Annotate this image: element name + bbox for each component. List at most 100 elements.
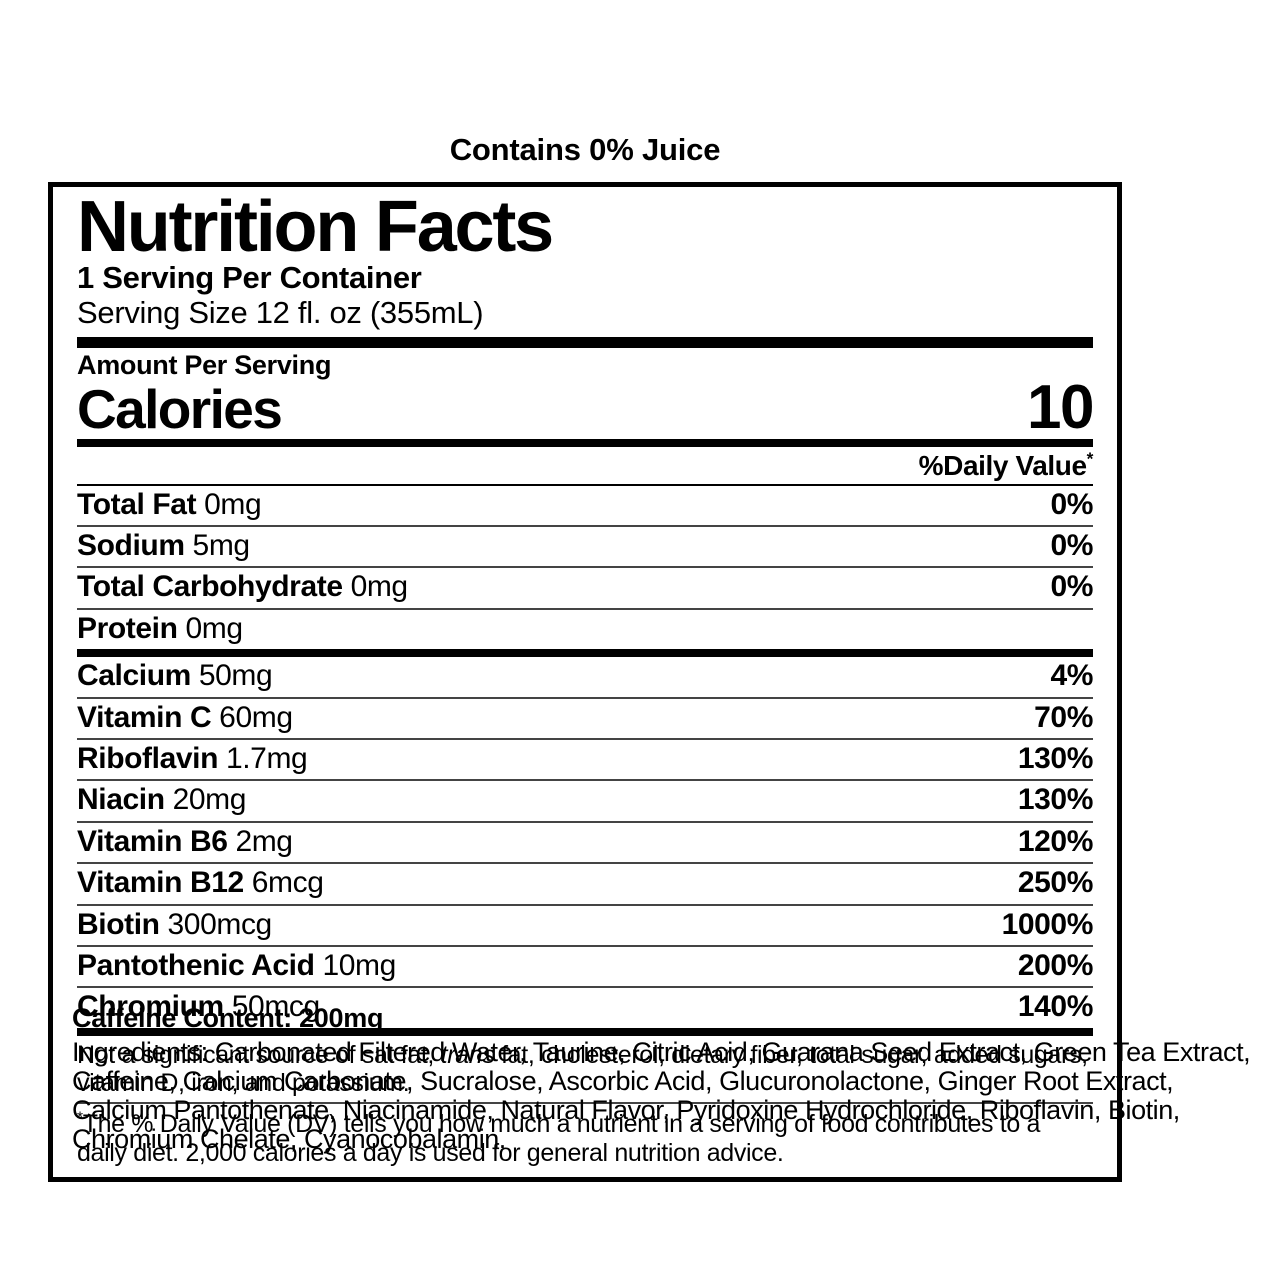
nutrient-label: Total Carbohydrate 0mg xyxy=(77,571,408,603)
table-row: Vitamin B12 6mcg 250% xyxy=(77,864,1093,903)
nutrient-amount: 20mg xyxy=(172,783,247,817)
daily-value-note-asterisk: * xyxy=(77,1109,83,1127)
daily-value-header: %Daily Value* xyxy=(77,447,1094,483)
table-row: Vitamin C 60mg 70% xyxy=(77,699,1093,738)
nutrient-name: Vitamin B12 xyxy=(77,866,244,900)
nutrient-amount: 0mg xyxy=(204,487,262,521)
calories-row: Calories 10 xyxy=(77,373,1094,443)
not-significant-source-note: Not a significant source of sat fat, tra… xyxy=(77,1036,1093,1102)
row-divider xyxy=(77,525,1093,528)
nutrient-label: Niacin 20mg xyxy=(77,784,246,816)
not-significant-after-italic: fat, cholesterol, dietary fiber, total s… xyxy=(77,1040,1088,1097)
daily-value-note-text: The % Daily Value (DV) tells you how muc… xyxy=(77,1109,1041,1167)
rule-above-footnotes xyxy=(77,1027,1093,1036)
nutrient-amount: 50mg xyxy=(198,659,273,693)
nutrient-label: Vitamin B12 6mcg xyxy=(77,866,324,900)
nutrient-daily-value: 130% xyxy=(1017,783,1094,817)
nutrient-name: Vitamin B6 xyxy=(77,824,228,858)
nutrient-amount: 0mg xyxy=(185,611,243,645)
row-divider xyxy=(77,779,1093,782)
rule-below-calories xyxy=(77,439,1093,448)
nutrient-daily-value: 0% xyxy=(1050,529,1093,563)
row-divider xyxy=(77,903,1093,906)
calories-label: Calories xyxy=(77,378,283,441)
nutrient-label: Vitamin B6 2mg xyxy=(77,824,293,858)
table-row: Sodium 5mg 0% xyxy=(77,527,1093,566)
table-row: Protein 0mg xyxy=(77,610,1093,649)
row-divider xyxy=(77,986,1093,989)
table-row: Total Carbohydrate 0mg 0% xyxy=(77,568,1093,607)
nutrient-label: Protein 0mg xyxy=(77,611,243,645)
nutrient-name: Biotin xyxy=(77,907,160,941)
ingredients-list: Ingredients: Carbonated Filtered Water, … xyxy=(72,1037,1251,1155)
nutrient-amount: 0mg xyxy=(350,570,409,604)
panel-title: Nutrition Facts xyxy=(77,187,554,267)
nutrient-label: Chromium 50mcg xyxy=(77,991,320,1023)
daily-value-note: *The % Daily Value (DV) tells you how mu… xyxy=(77,1104,1093,1177)
row-divider xyxy=(77,566,1093,569)
rule-below-serving-size xyxy=(77,336,1093,348)
nutrient-label: Total Fat 0mg xyxy=(77,487,262,521)
row-divider xyxy=(77,737,1093,740)
not-significant-before-italic: Not a significant source of sat fat, xyxy=(77,1040,441,1069)
table-row: Biotin 300mcg 1000% xyxy=(77,906,1093,945)
nutrient-label: Pantothenic Acid 10mg xyxy=(77,948,396,982)
nutrient-name: Total Fat xyxy=(77,487,197,521)
nutrient-daily-value: 130% xyxy=(1017,741,1094,775)
nutrient-name: Total Carbohydrate xyxy=(77,570,343,604)
nutrient-name: Pantothenic Acid xyxy=(77,948,315,982)
rule-between-macros-and-micros xyxy=(77,649,1093,658)
table-row: Chromium 50mcg 140% xyxy=(77,988,1093,1027)
daily-value-header-text: %Daily Value xyxy=(918,450,1087,482)
nutrient-amount: 6mcg xyxy=(251,866,324,900)
nutrient-name: Riboflavin xyxy=(77,741,219,775)
row-divider xyxy=(77,607,1093,610)
nutrient-name: Sodium xyxy=(77,529,185,563)
table-row: Riboflavin 1.7mg 130% xyxy=(77,740,1093,779)
nutrient-label: Sodium 5mg xyxy=(77,529,251,563)
row-divider xyxy=(77,944,1093,947)
juice-claim-text: Contains 0% Juice xyxy=(449,132,721,167)
nutrient-amount: 1.7mg xyxy=(225,741,308,775)
nutrient-daily-value: 140% xyxy=(1017,990,1094,1024)
nutrient-name: Protein xyxy=(77,611,178,645)
nutrient-label: Calcium 50mg xyxy=(77,659,273,693)
table-row: Niacin 20mg 130% xyxy=(77,781,1093,820)
nutrient-amount: 60mg xyxy=(219,700,293,734)
trans-italic: trans xyxy=(440,1040,495,1069)
nutrient-daily-value: 120% xyxy=(1017,824,1094,858)
row-divider xyxy=(77,820,1093,823)
nutrient-name: Chromium xyxy=(77,990,224,1024)
row-divider xyxy=(77,862,1093,865)
nutrient-amount: 5mg xyxy=(192,529,251,563)
nutrient-amount: 300mcg xyxy=(167,907,273,941)
table-row: Vitamin B6 2mg 120% xyxy=(77,823,1093,862)
amount-per-serving-label: Amount Per Serving xyxy=(77,349,332,380)
servings-per-container: 1 Serving Per Container xyxy=(77,260,422,296)
nutrient-amount: 50mcg xyxy=(231,990,320,1024)
rule-above-daily-value-note xyxy=(77,1101,1093,1104)
nutrient-daily-value: 200% xyxy=(1017,948,1094,982)
rule-above-macros xyxy=(77,483,1093,486)
table-row: Total Fat 0mg 0% xyxy=(77,486,1093,525)
nutrient-label: Biotin 300mcg xyxy=(77,907,273,941)
nutrient-daily-value: 0% xyxy=(1050,570,1093,604)
nutrient-name: Vitamin C xyxy=(77,700,212,734)
caffeine-content: Caffeine Content: 200mg xyxy=(72,1003,384,1033)
nutrient-daily-value: 4% xyxy=(1050,659,1093,693)
nutrient-daily-value: 1000% xyxy=(1001,907,1094,941)
serving-size: Serving Size 12 fl. oz (355mL) xyxy=(77,295,484,331)
nutrient-amount: 2mg xyxy=(235,824,293,858)
calories-value: 10 xyxy=(1027,373,1094,443)
nutrient-name: Niacin xyxy=(77,783,165,817)
table-row: Calcium 50mg 4% xyxy=(77,657,1093,696)
nutrition-facts-panel: Nutrition Facts 1 Serving Per Container … xyxy=(48,182,1122,1182)
nutrient-daily-value: 0% xyxy=(1050,487,1093,521)
daily-value-header-asterisk: * xyxy=(1086,448,1094,469)
nutrient-amount: 10mg xyxy=(322,948,396,982)
nutrient-name: Calcium xyxy=(77,659,191,693)
nutrient-label: Vitamin C 60mg xyxy=(77,700,293,734)
nutrient-daily-value: 70% xyxy=(1034,700,1093,734)
row-divider xyxy=(77,696,1093,699)
